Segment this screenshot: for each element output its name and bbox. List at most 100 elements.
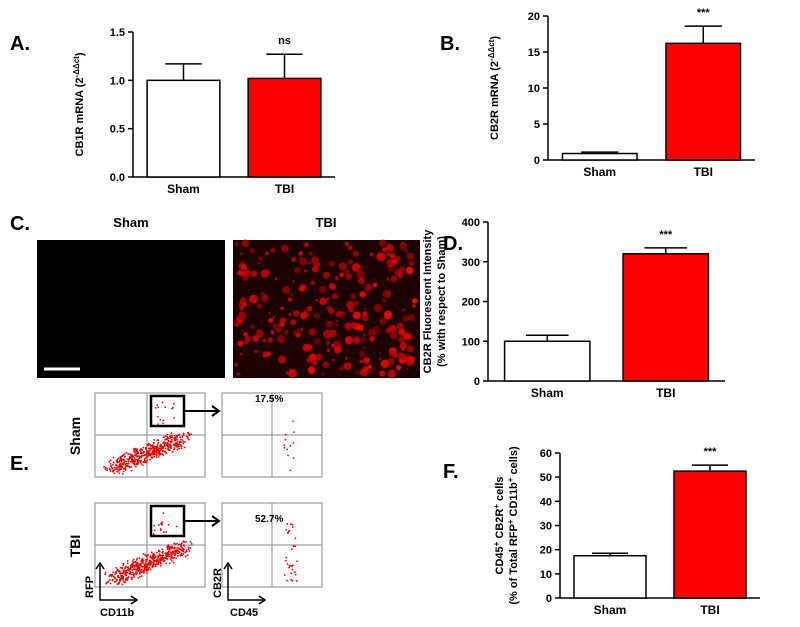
label-part: CD11b (508, 482, 520, 520)
dot (161, 554, 164, 557)
dot (118, 472, 121, 475)
dot (135, 563, 138, 566)
blob (262, 338, 267, 343)
dot (118, 576, 121, 579)
dot (122, 463, 125, 466)
x-tick-label: TBI (700, 603, 719, 617)
blob (389, 253, 396, 259)
dot (122, 459, 124, 461)
error-bar (592, 552, 628, 556)
label-part: (% with respect to Sham) (436, 236, 448, 367)
label-part: CB2R Fluorescent Intensity (422, 229, 434, 374)
dot (119, 577, 122, 580)
dot (292, 457, 295, 459)
dot (124, 455, 126, 458)
dot (189, 541, 192, 543)
label-part: CD45 (494, 546, 506, 574)
blob (272, 323, 279, 330)
dot (109, 470, 112, 472)
blob (267, 270, 270, 274)
blob (334, 276, 339, 281)
dot (286, 563, 289, 565)
percent: 17.5% (255, 394, 283, 405)
dot (133, 459, 136, 462)
dot (167, 448, 170, 451)
blob (382, 298, 386, 303)
dot (120, 458, 122, 461)
dot (182, 544, 185, 547)
blob (250, 270, 258, 278)
blob (372, 278, 375, 281)
blob (364, 307, 367, 310)
row-label: TBI (67, 535, 83, 558)
dot (184, 441, 186, 443)
dot (136, 566, 139, 569)
dot (117, 469, 120, 472)
dot (173, 448, 176, 451)
dot (119, 464, 122, 467)
dot (115, 459, 118, 462)
dot (162, 442, 164, 444)
dot (145, 555, 148, 558)
dot (138, 455, 141, 458)
dot (181, 542, 183, 545)
dot (139, 566, 141, 569)
dot (173, 434, 176, 437)
y-tick-label: 40 (540, 496, 552, 508)
dot (143, 458, 146, 460)
y-tick-label: 15 (528, 47, 540, 59)
dot (147, 442, 150, 445)
dot (291, 523, 294, 526)
dot (136, 564, 139, 567)
blob (325, 340, 330, 346)
blob (268, 318, 274, 323)
dot (141, 449, 144, 452)
blob (402, 308, 405, 312)
dot (119, 572, 122, 575)
dot (134, 572, 137, 575)
bar (146, 79, 221, 178)
error-bar (692, 464, 728, 472)
blob (331, 343, 335, 348)
dot (180, 545, 182, 548)
dot (127, 460, 130, 463)
sham-image (37, 240, 225, 378)
dot (104, 573, 107, 576)
dot (126, 565, 128, 568)
dot (178, 543, 181, 546)
blob (285, 370, 290, 375)
y-tick-label: 20 (528, 11, 540, 23)
blob (298, 251, 303, 256)
blob (312, 360, 318, 366)
dot (172, 557, 175, 560)
blob (373, 303, 383, 313)
dot (121, 462, 123, 465)
y-axis-label: CB2R Fluorescent Intensity (422, 229, 434, 374)
dot (127, 459, 130, 461)
dot (290, 572, 292, 575)
y-axis-label: CD45+ CB2R+ cells (492, 476, 506, 574)
gate-box (149, 394, 186, 428)
dot (167, 555, 169, 558)
dot (141, 560, 144, 563)
dot (125, 569, 128, 572)
dot (128, 569, 131, 572)
dot (170, 554, 172, 557)
blob (405, 358, 414, 366)
dot (134, 561, 137, 564)
error-bar (684, 25, 722, 44)
dot (153, 455, 156, 458)
panel-label: C. (10, 213, 30, 235)
blob (241, 264, 248, 271)
blob (242, 275, 249, 282)
dot (131, 569, 134, 571)
dot (136, 562, 139, 565)
dot (142, 454, 145, 457)
dot (152, 441, 155, 444)
blob (234, 241, 240, 247)
dot (121, 583, 124, 586)
y-tick-label: 10 (540, 569, 552, 581)
dot (162, 531, 165, 534)
dot (107, 580, 110, 583)
blob (299, 327, 304, 332)
